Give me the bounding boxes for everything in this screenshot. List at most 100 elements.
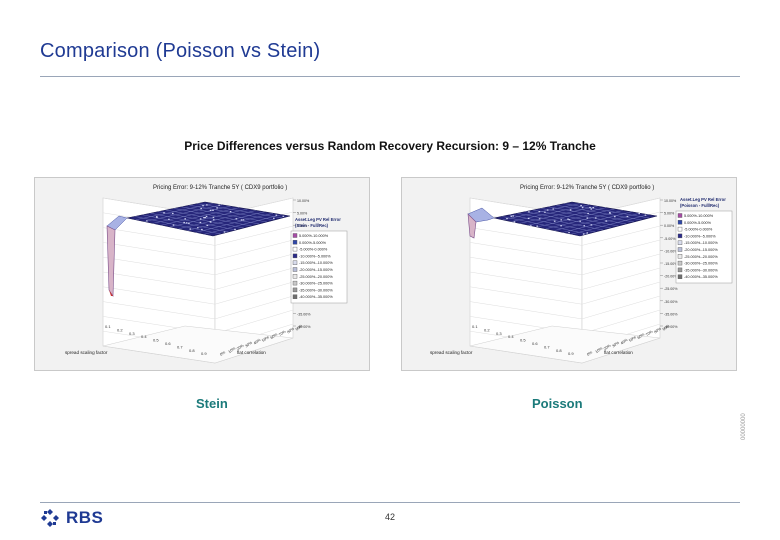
surface-speckle bbox=[553, 220, 556, 222]
mesh-line bbox=[564, 203, 650, 219]
surface-speckle bbox=[581, 207, 584, 209]
legend-title: (Stein - Full/Rec) bbox=[295, 223, 329, 228]
y-tick-label: 20% bbox=[236, 343, 245, 351]
x-tick-label: 0.3 bbox=[496, 331, 502, 336]
surface-spike-tip bbox=[109, 290, 113, 296]
mesh-line bbox=[165, 209, 252, 227]
mesh-line bbox=[540, 208, 627, 225]
legend-label: -30.000%--25.000% bbox=[299, 282, 333, 286]
surface-speckle bbox=[146, 220, 148, 222]
z-tick-label: 5.00% bbox=[664, 212, 675, 216]
surface-speckle bbox=[592, 207, 595, 209]
y-axis-label: flat correlation bbox=[604, 350, 633, 355]
surface-speckle bbox=[586, 232, 589, 234]
grid-line bbox=[469, 281, 661, 305]
surface-speckle bbox=[212, 216, 215, 218]
surface-speckle bbox=[168, 218, 170, 220]
surface-speckle bbox=[201, 228, 203, 231]
surface-speckle bbox=[568, 231, 570, 234]
y-tick-label: 90% bbox=[295, 324, 304, 332]
grid-line bbox=[469, 239, 661, 261]
surface-speckle bbox=[560, 219, 563, 221]
surface-speckle bbox=[644, 214, 647, 216]
surface-speckle bbox=[205, 215, 208, 218]
floor bbox=[102, 325, 294, 364]
surface-speckle bbox=[172, 224, 175, 226]
surface-speckle bbox=[527, 217, 530, 220]
surface-speckle bbox=[590, 224, 593, 226]
daisy-wheel-icon bbox=[41, 509, 59, 527]
legend-swatch bbox=[677, 213, 683, 218]
surface-speckle bbox=[199, 221, 202, 224]
surface-speckle bbox=[536, 225, 538, 227]
surface-speckle bbox=[594, 217, 597, 219]
poisson-chart-panel: Pricing Error: 9-12% Tranche 5Y ( CDX9 p… bbox=[401, 177, 737, 371]
legend-title: Asset.Leg PV Rel Error bbox=[680, 197, 726, 202]
legend-box bbox=[290, 230, 348, 304]
legend-label: -25.000%--20.000% bbox=[684, 255, 718, 259]
surface-speckle bbox=[513, 221, 516, 223]
legend-title: Asset.Leg PV Rel Error bbox=[295, 217, 341, 222]
y-tick-label: 0% bbox=[586, 350, 593, 357]
surface-speckle bbox=[614, 216, 616, 218]
surface-speckle bbox=[188, 222, 190, 224]
legend-label: 5.000%-10.000% bbox=[684, 214, 714, 218]
z-tick-label: 0.00% bbox=[297, 224, 308, 228]
legend-swatch bbox=[677, 247, 683, 252]
legend-swatch bbox=[292, 253, 298, 259]
grid-line bbox=[102, 239, 294, 261]
surface-speckle bbox=[183, 221, 185, 224]
surface-speckle bbox=[538, 218, 541, 220]
footer-divider bbox=[40, 502, 740, 503]
surface-speckle bbox=[538, 210, 541, 213]
x-axis-label: spread scaling factor bbox=[430, 350, 473, 355]
slide-subtitle: Price Differences versus Random Recovery… bbox=[184, 139, 596, 153]
surface-speckle bbox=[229, 211, 232, 213]
surface-speckle bbox=[209, 221, 212, 223]
legend-swatch bbox=[677, 267, 683, 273]
page-title: Comparison (Poisson vs Stein) bbox=[40, 40, 321, 62]
x-tick-label: 0.2 bbox=[484, 327, 490, 332]
surface-speckle bbox=[242, 219, 245, 221]
surface-speckle bbox=[204, 216, 206, 219]
surface-speckle bbox=[605, 220, 608, 222]
legend-label: -10.000%--5.000% bbox=[299, 254, 331, 258]
z-tick-label: 10.00% bbox=[297, 199, 310, 203]
grid-line bbox=[469, 253, 661, 276]
y-tick-label: 50% bbox=[628, 335, 637, 343]
x-tick-label: 0.6 bbox=[165, 341, 171, 346]
x-tick-label: 0.6 bbox=[532, 341, 538, 346]
surface-speckle bbox=[203, 217, 205, 219]
grid-line bbox=[102, 281, 294, 305]
z-tick-label: -20.00% bbox=[664, 275, 678, 279]
mesh-line bbox=[556, 205, 642, 221]
surface-speckle bbox=[209, 209, 212, 211]
x-tick-label: 0.5 bbox=[153, 338, 159, 343]
y-axis-label: flat correlation bbox=[237, 350, 266, 355]
legend-swatch bbox=[292, 267, 298, 272]
legend-label: -15.000%--10.000% bbox=[299, 261, 333, 265]
legend-swatch bbox=[292, 280, 298, 286]
mesh-line bbox=[532, 209, 619, 227]
surface-speckle bbox=[200, 207, 202, 210]
stein-caption: Stein bbox=[196, 396, 228, 411]
y-tick-label: 20% bbox=[603, 343, 612, 351]
poisson-caption: Poisson bbox=[532, 396, 583, 411]
legend-label: 0.000%-5.000% bbox=[684, 221, 712, 225]
surface-speckle bbox=[583, 225, 586, 227]
surface-speckle bbox=[626, 215, 629, 218]
legend-swatch bbox=[677, 260, 683, 266]
surface-speckle bbox=[171, 212, 174, 215]
z-tick-label: -10.00% bbox=[664, 249, 678, 253]
x-tick-label: 0.8 bbox=[556, 348, 562, 353]
y-tick-label: 70% bbox=[645, 329, 654, 337]
z-tick-label: -30.00% bbox=[664, 300, 678, 304]
legend-label: -10.000%--5.000% bbox=[684, 234, 716, 238]
surface-speckle bbox=[184, 218, 187, 220]
surface-speckle bbox=[582, 233, 585, 235]
grid-line bbox=[102, 295, 294, 320]
legend-label: -35.000%--30.000% bbox=[684, 268, 718, 272]
legend-label: -40.000%--35.000% bbox=[299, 295, 333, 299]
surface-speckle bbox=[206, 204, 208, 206]
poisson-surface-chart: Pricing Error: 9-12% Tranche 5Y ( CDX9 p… bbox=[430, 185, 733, 364]
